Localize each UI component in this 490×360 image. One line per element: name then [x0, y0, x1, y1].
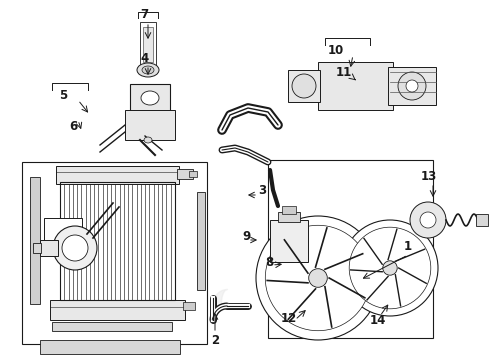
Circle shape [410, 202, 446, 238]
Ellipse shape [137, 63, 159, 77]
Bar [268, 160, 433, 338]
Text: 7: 7 [140, 8, 148, 21]
Circle shape [62, 235, 88, 261]
Bar [189, 171, 197, 177]
Text: 1: 1 [404, 239, 412, 252]
Circle shape [53, 226, 97, 270]
Bar [177, 169, 193, 179]
Ellipse shape [142, 66, 154, 74]
Bar [282, 206, 296, 214]
Text: 8: 8 [265, 256, 273, 269]
Bar [197, 192, 205, 290]
Text: 9: 9 [242, 230, 250, 243]
Bar [60, 182, 175, 300]
Ellipse shape [141, 91, 159, 105]
Text: 6: 6 [69, 120, 77, 132]
Circle shape [383, 261, 397, 275]
Text: 5: 5 [59, 89, 67, 102]
Circle shape [309, 269, 327, 287]
Bar [130, 84, 170, 112]
Bar [30, 177, 40, 304]
Bar [388, 67, 436, 105]
Circle shape [420, 212, 436, 228]
Bar [318, 62, 393, 110]
Bar [140, 22, 156, 67]
Circle shape [256, 216, 380, 340]
Bar [183, 302, 195, 310]
Circle shape [265, 225, 371, 331]
Bar [278, 212, 300, 222]
Bar [50, 300, 185, 320]
Bar [44, 218, 82, 246]
Text: 12: 12 [281, 311, 297, 324]
Bar [270, 220, 308, 262]
Text: 11: 11 [336, 66, 352, 78]
Bar [125, 110, 175, 140]
Bar [52, 322, 172, 331]
Bar [288, 70, 320, 102]
Circle shape [292, 74, 316, 98]
Circle shape [342, 220, 438, 316]
Circle shape [349, 227, 431, 309]
Bar [40, 240, 58, 256]
Text: 3: 3 [258, 184, 266, 197]
Circle shape [398, 72, 426, 100]
Bar [22, 162, 207, 344]
Text: 2: 2 [211, 333, 219, 346]
Bar [476, 214, 488, 226]
Bar [143, 27, 153, 62]
Text: 14: 14 [370, 314, 386, 327]
Bar [56, 166, 179, 184]
Ellipse shape [144, 137, 152, 143]
Text: 10: 10 [328, 44, 344, 57]
Text: 4: 4 [141, 51, 149, 64]
Circle shape [406, 80, 418, 92]
Bar [40, 340, 180, 354]
Text: 13: 13 [421, 170, 437, 183]
Bar [33, 243, 41, 253]
